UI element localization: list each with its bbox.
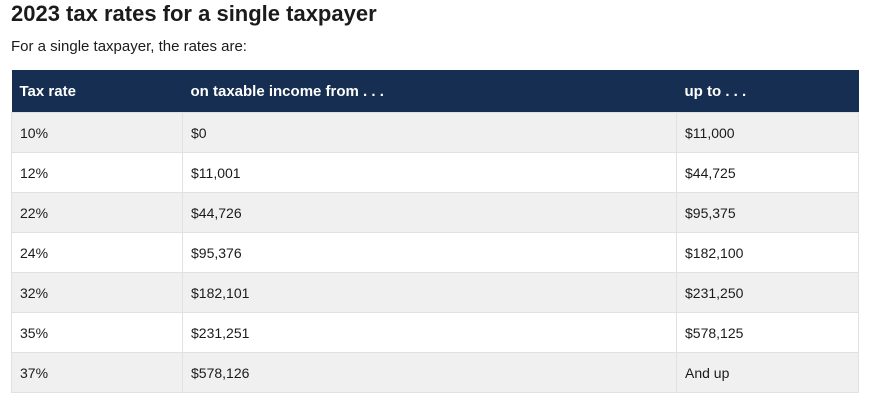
- income-from-cell: $11,001: [182, 152, 677, 193]
- income-from-cell: $231,251: [182, 312, 677, 353]
- table-row: 32% $182,101 $231,250: [11, 272, 859, 313]
- tax-rate-cell: 10%: [11, 112, 183, 153]
- income-from-cell: $578,126: [182, 352, 677, 393]
- up-to-cell: $182,100: [676, 232, 859, 273]
- table-row: 35% $231,251 $578,125: [11, 312, 859, 353]
- tax-rate-cell: 24%: [11, 232, 183, 273]
- up-to-cell: $11,000: [676, 112, 859, 153]
- up-to-cell: $95,375: [676, 192, 859, 233]
- up-to-cell: $578,125: [676, 312, 859, 353]
- table-header-row: Tax rate on taxable income from . . . up…: [11, 70, 859, 113]
- up-to-cell: And up: [676, 352, 859, 393]
- tax-rate-cell: 35%: [11, 312, 183, 353]
- income-from-cell: $0: [182, 112, 677, 153]
- tax-rate-cell: 32%: [11, 272, 183, 313]
- page-title: 2023 tax rates for a single taxpayer: [11, 1, 377, 26]
- table-row: 22% $44,726 $95,375: [11, 192, 859, 233]
- column-header-tax-rate: Tax rate: [11, 70, 183, 113]
- tax-rate-cell: 22%: [11, 192, 183, 233]
- income-from-cell: $182,101: [182, 272, 677, 313]
- table-row: 24% $95,376 $182,100: [11, 232, 859, 273]
- table-row: 37% $578,126 And up: [11, 352, 859, 393]
- table-row: 12% $11,001 $44,725: [11, 152, 859, 193]
- up-to-cell: $44,725: [676, 152, 859, 193]
- income-from-cell: $95,376: [182, 232, 677, 273]
- table-row: 10% $0 $11,000: [11, 112, 859, 153]
- column-header-income-from: on taxable income from . . .: [182, 70, 677, 113]
- tax-rate-cell: 37%: [11, 352, 183, 393]
- tax-rates-table: Tax rate on taxable income from . . . up…: [11, 70, 859, 393]
- intro-text: For a single taxpayer, the rates are:: [11, 38, 247, 55]
- up-to-cell: $231,250: [676, 272, 859, 313]
- tax-rate-cell: 12%: [11, 152, 183, 193]
- column-header-up-to: up to . . .: [676, 70, 859, 113]
- income-from-cell: $44,726: [182, 192, 677, 233]
